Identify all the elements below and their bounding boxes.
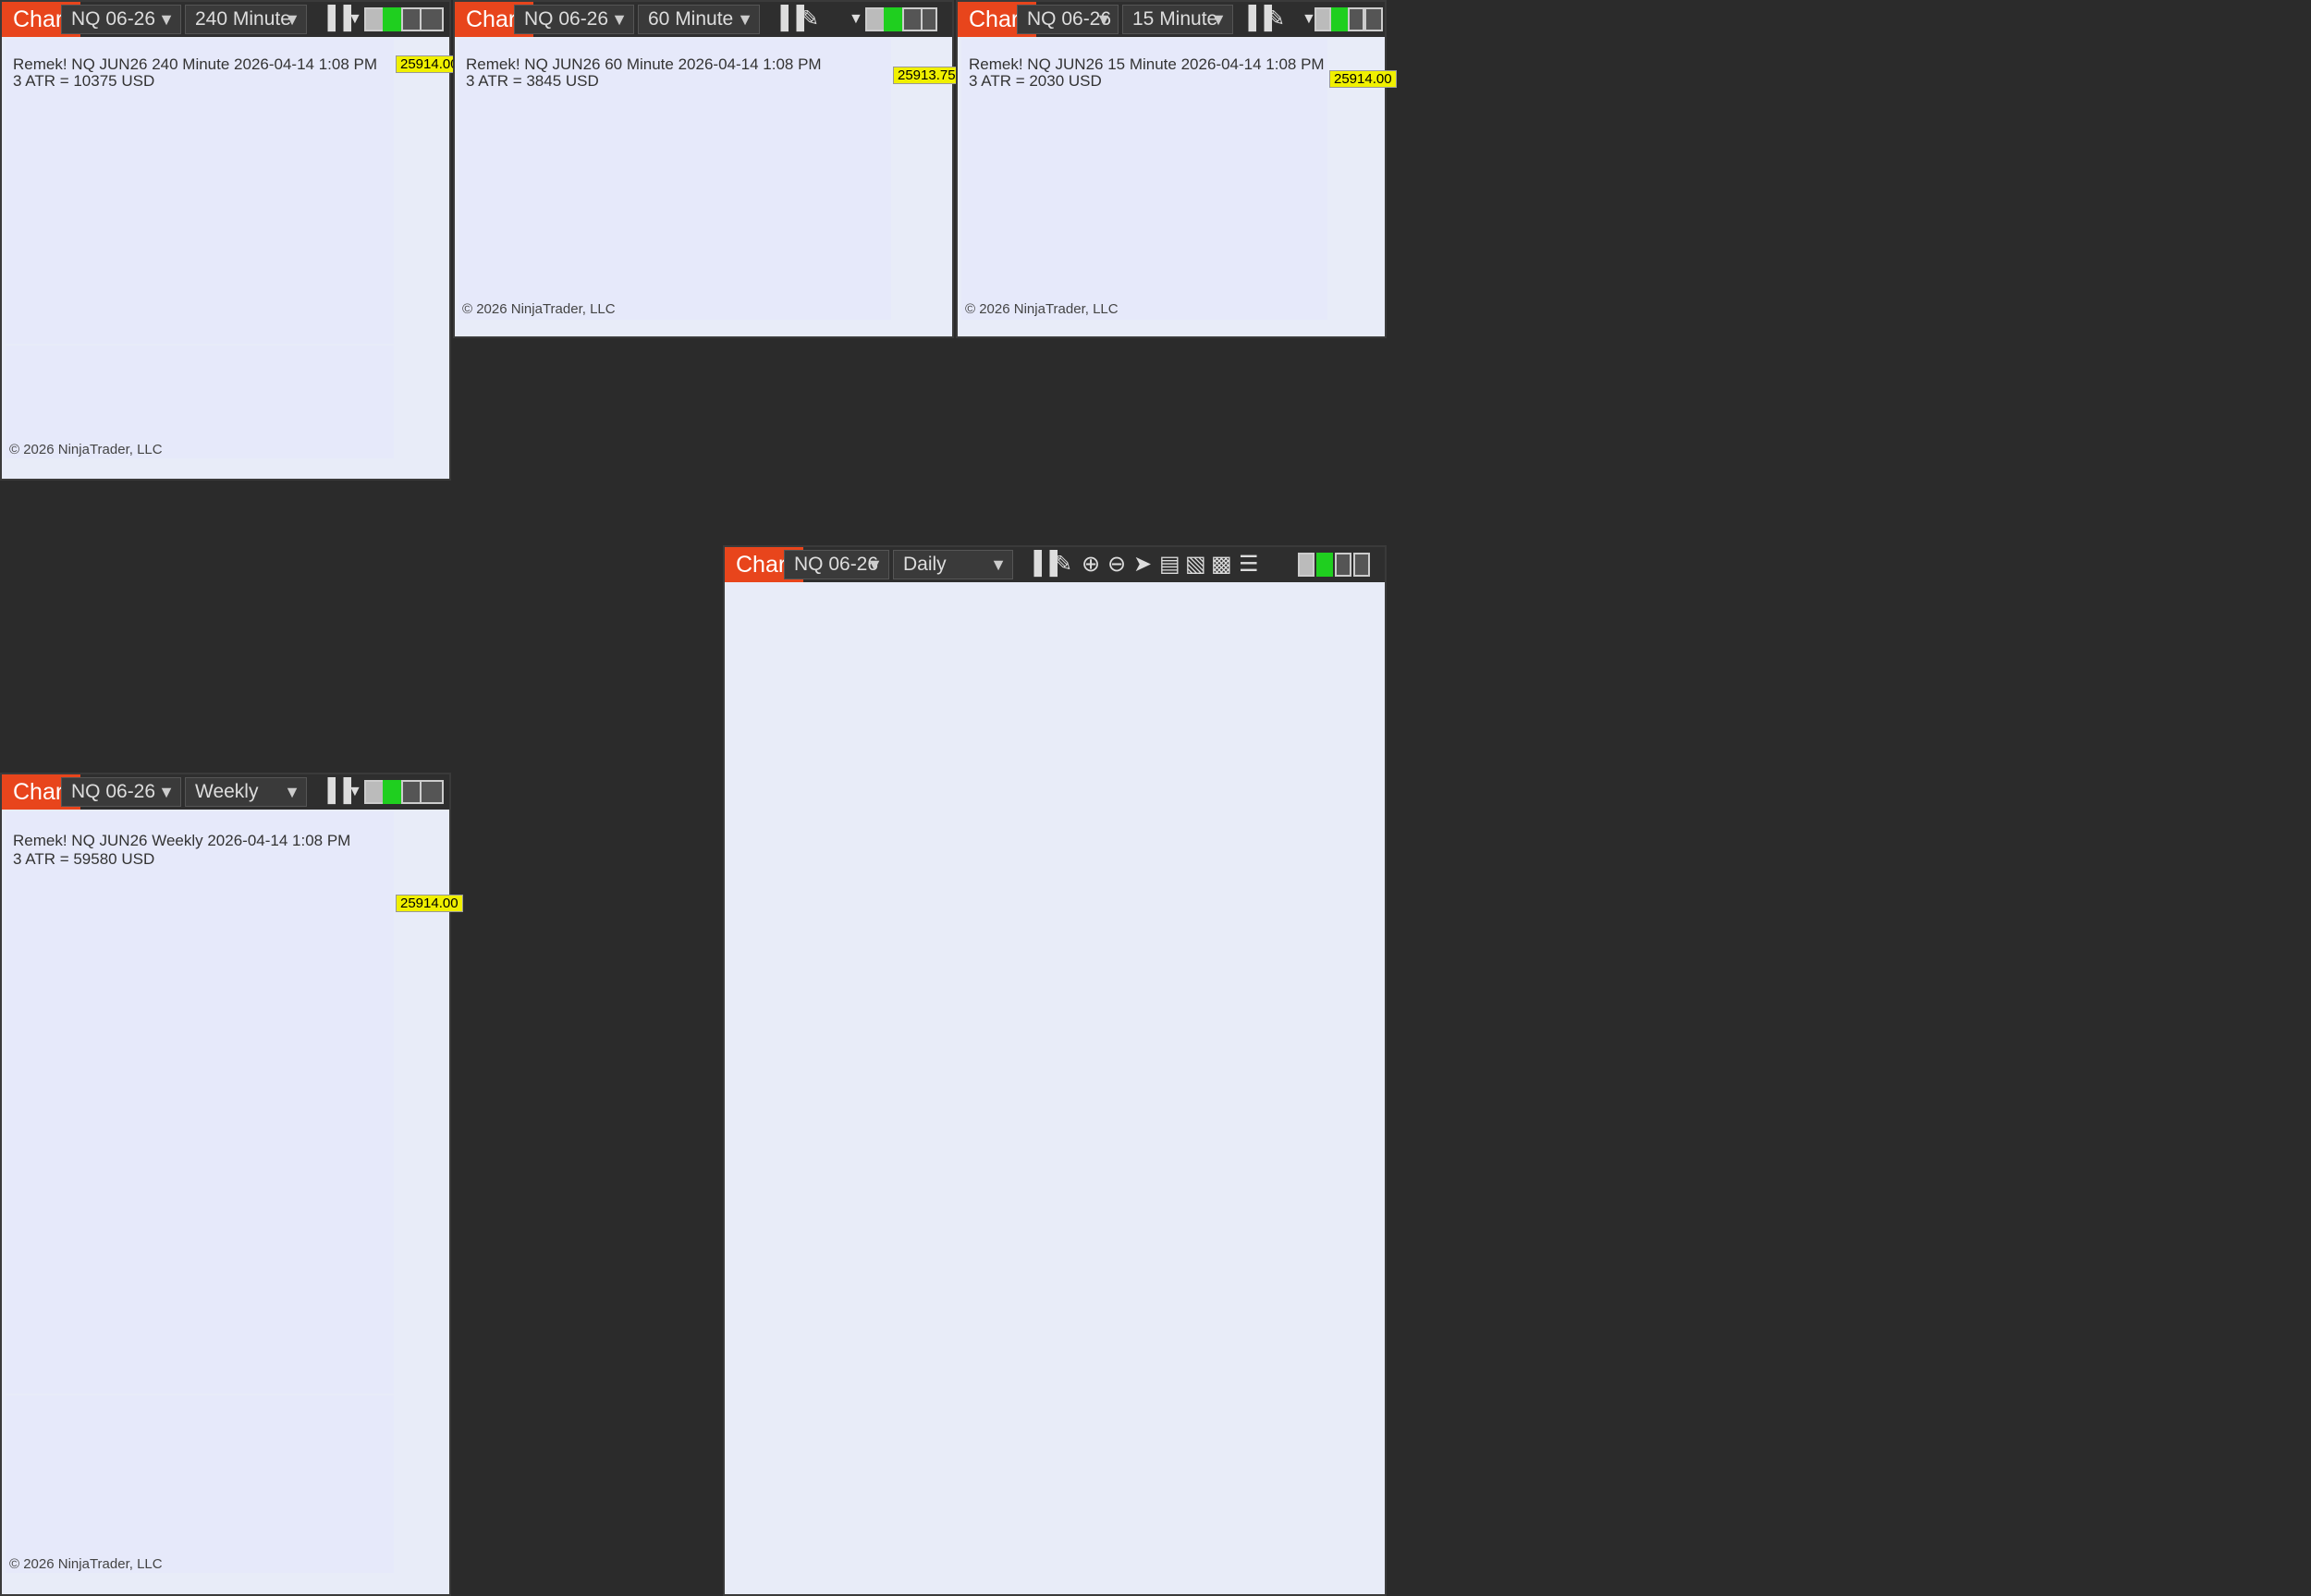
interval-label: Daily bbox=[903, 554, 947, 575]
chevron-down-icon[interactable]: ▼ bbox=[158, 10, 175, 29]
interval-label: Weekly bbox=[195, 781, 259, 802]
connection-status-button[interactable] bbox=[1316, 553, 1333, 577]
last-price-tag: 25914.00 bbox=[1329, 70, 1397, 88]
interval-label: 15 Minute bbox=[1132, 8, 1218, 30]
atr-label: 3 ATR = 3845 USD bbox=[466, 72, 599, 90]
instrument-label: NQ 06-26 bbox=[71, 781, 156, 802]
close-button[interactable] bbox=[420, 780, 444, 804]
toolbar: Chart NQ 06-26 ▼ 240 Minute ▼ ▐▐ ▼ bbox=[2, 2, 449, 37]
chevron-down-icon[interactable]: ▼ bbox=[284, 10, 300, 29]
bar-type-icon[interactable]: ▐▐ bbox=[1241, 6, 1273, 30]
last-price-tag: 25913.75 bbox=[893, 67, 960, 84]
chevron-down-icon[interactable]: ▼ bbox=[158, 783, 175, 801]
oscillator-panel[interactable]: © 2026 NinjaTrader, LLC bbox=[6, 346, 394, 458]
price-axis[interactable] bbox=[396, 39, 451, 344]
interval-select[interactable]: Daily ▼ bbox=[893, 550, 1013, 579]
maximize-button[interactable] bbox=[420, 7, 444, 31]
copyright: © 2026 NinjaTrader, LLC bbox=[965, 301, 1119, 317]
strategies-icon[interactable]: ▩ bbox=[1211, 552, 1232, 577]
chart-window-daily: Chart NQ 06-26 ▼ Daily ▼ ▐▐ ✎ ⊕ ⊖ ➤ ▤ ▧ ▩ … bbox=[723, 545, 1387, 1596]
drawing-tool-icon[interactable]: ✎ bbox=[1054, 552, 1073, 577]
chart-title: Remek! NQ JUN26 240 Minute 2026-04-14 1:… bbox=[13, 55, 378, 73]
oscillator-axis[interactable] bbox=[396, 346, 451, 458]
instrument-select[interactable]: NQ 06-26 ▼ bbox=[61, 777, 181, 807]
oscillator-axis[interactable] bbox=[396, 1395, 451, 1573]
price-panel[interactable]: Remek! NQ JUN26 240 Minute 2026-04-14 1:… bbox=[6, 39, 394, 344]
time-axis[interactable] bbox=[6, 460, 394, 481]
chevron-down-icon[interactable]: ▼ bbox=[849, 11, 863, 27]
instrument-select[interactable]: NQ 06-26 ▼ bbox=[1017, 5, 1119, 34]
time-axis[interactable] bbox=[961, 320, 1327, 338]
copyright: © 2026 NinjaTrader, LLC bbox=[9, 1556, 163, 1572]
chevron-down-icon[interactable]: ▼ bbox=[866, 555, 883, 574]
instrument-label: NQ 06-26 bbox=[1027, 8, 1112, 30]
bar-type-icon[interactable]: ▐▐ bbox=[320, 778, 352, 803]
chevron-down-icon[interactable]: ▼ bbox=[284, 783, 300, 801]
chart-title: Remek! NQ JUN26 60 Minute 2026-04-14 1:0… bbox=[466, 55, 822, 73]
time-axis[interactable] bbox=[6, 1575, 394, 1595]
link-button[interactable] bbox=[1298, 553, 1314, 577]
minimize-button[interactable] bbox=[1348, 7, 1364, 31]
chevron-down-icon[interactable]: ▼ bbox=[348, 11, 362, 27]
copyright: © 2026 NinjaTrader, LLC bbox=[9, 442, 163, 457]
toolbar: Chart NQ 06-26 ▼ 15 Minute ▼ ▐▐ ✎ ▼ bbox=[958, 2, 1385, 37]
chevron-down-icon[interactable]: ▼ bbox=[990, 555, 1007, 574]
price-panel[interactable]: Remek! NQ JUN26 60 Minute 2026-04-14 1:0… bbox=[459, 39, 891, 320]
toolbar: Chart NQ 06-26 ▼ Daily ▼ ▐▐ ✎ ⊕ ⊖ ➤ ▤ ▧ ▩ … bbox=[725, 547, 1385, 582]
properties-icon[interactable]: ☰ bbox=[1239, 552, 1259, 577]
data-box-icon[interactable]: ▤ bbox=[1159, 552, 1180, 577]
chart-window-240min: Chart NQ 06-26 ▼ 240 Minute ▼ ▐▐ ▼ Remek! … bbox=[0, 0, 463, 481]
last-price-tag: 25914.00 bbox=[396, 55, 463, 73]
chart-window-60min: Chart NQ 06-26 ▼ 60 Minute ▼ ▐▐ ✎ ▼ Remek!… bbox=[453, 0, 960, 338]
time-axis[interactable] bbox=[459, 320, 891, 338]
chevron-down-icon[interactable]: ▼ bbox=[1302, 11, 1316, 27]
price-panel[interactable]: Remek! NQ JUN26 Weekly 2026-04-14 1:08 P… bbox=[6, 811, 394, 1394]
drawing-tool-icon[interactable]: ✎ bbox=[1266, 6, 1286, 31]
atr-label: 3 ATR = 59580 USD bbox=[13, 850, 155, 868]
copyright: © 2026 NinjaTrader, LLC bbox=[462, 301, 616, 317]
chevron-down-icon[interactable]: ▼ bbox=[1095, 10, 1112, 29]
instrument-label: NQ 06-26 bbox=[794, 554, 879, 575]
zoom-out-icon[interactable]: ⊖ bbox=[1107, 552, 1127, 577]
bar-type-icon[interactable]: ▐▐ bbox=[773, 6, 805, 30]
bar-type-icon[interactable]: ▐▐ bbox=[320, 6, 352, 30]
cursor-icon[interactable]: ➤ bbox=[1133, 552, 1153, 577]
interval-select[interactable]: 60 Minute ▼ bbox=[638, 5, 760, 34]
atr-label: 3 ATR = 2030 USD bbox=[969, 72, 1102, 90]
oscillator-panel[interactable]: © 2026 NinjaTrader, LLC bbox=[6, 1395, 394, 1573]
toolbar: Chart NQ 06-26 ▼ 60 Minute ▼ ▐▐ ✎ ▼ bbox=[455, 2, 952, 37]
instrument-select[interactable]: NQ 06-26 ▼ bbox=[514, 5, 634, 34]
interval-label: 240 Minute bbox=[195, 8, 291, 30]
zoom-in-icon[interactable]: ⊕ bbox=[1082, 552, 1101, 577]
interval-label: 60 Minute bbox=[648, 8, 734, 30]
interval-select[interactable]: 15 Minute ▼ bbox=[1122, 5, 1233, 34]
chart-window-15min: Chart NQ 06-26 ▼ 15 Minute ▼ ▐▐ ✎ ▼ Remek!… bbox=[956, 0, 1397, 338]
bar-type-icon[interactable]: ▐▐ bbox=[1026, 551, 1058, 576]
minimize-button[interactable] bbox=[1335, 553, 1351, 577]
indicators-icon[interactable]: ▧ bbox=[1185, 552, 1206, 577]
chart-title: Remek! NQ JUN26 15 Minute 2026-04-14 1:0… bbox=[969, 55, 1325, 73]
last-price-tag: 25914.00 bbox=[396, 895, 463, 912]
instrument-select[interactable]: NQ 06-26 ▼ bbox=[61, 5, 181, 34]
chart-title: Remek! NQ JUN26 Weekly 2026-04-14 1:08 P… bbox=[13, 832, 351, 849]
interval-select[interactable]: 240 Minute ▼ bbox=[185, 5, 307, 34]
chevron-down-icon[interactable]: ▼ bbox=[737, 10, 753, 29]
instrument-label: NQ 06-26 bbox=[524, 8, 609, 30]
maximize-button[interactable] bbox=[921, 7, 937, 31]
chevron-down-icon[interactable]: ▼ bbox=[611, 10, 628, 29]
instrument-select[interactable]: NQ 06-26 ▼ bbox=[784, 550, 889, 579]
interval-select[interactable]: Weekly ▼ bbox=[185, 777, 307, 807]
price-panel[interactable]: Remek! NQ JUN26 15 Minute 2026-04-14 1:0… bbox=[961, 39, 1327, 320]
atr-label: 3 ATR = 10375 USD bbox=[13, 72, 155, 90]
instrument-label: NQ 06-26 bbox=[71, 8, 156, 30]
link-button[interactable] bbox=[1314, 7, 1331, 31]
connection-status-button[interactable] bbox=[1331, 7, 1348, 31]
toolbar: Chart NQ 06-26 ▼ Weekly ▼ ▐▐ ▼ bbox=[2, 774, 449, 810]
chevron-down-icon[interactable]: ▼ bbox=[1210, 10, 1227, 29]
chevron-down-icon[interactable]: ▼ bbox=[348, 784, 362, 799]
close-button[interactable] bbox=[1364, 7, 1383, 31]
drawing-tool-icon[interactable]: ✎ bbox=[801, 6, 820, 31]
chart-window-weekly: Chart NQ 06-26 ▼ Weekly ▼ ▐▐ ▼ Remek! NQ J… bbox=[0, 773, 463, 1596]
maximize-button[interactable] bbox=[1353, 553, 1370, 577]
